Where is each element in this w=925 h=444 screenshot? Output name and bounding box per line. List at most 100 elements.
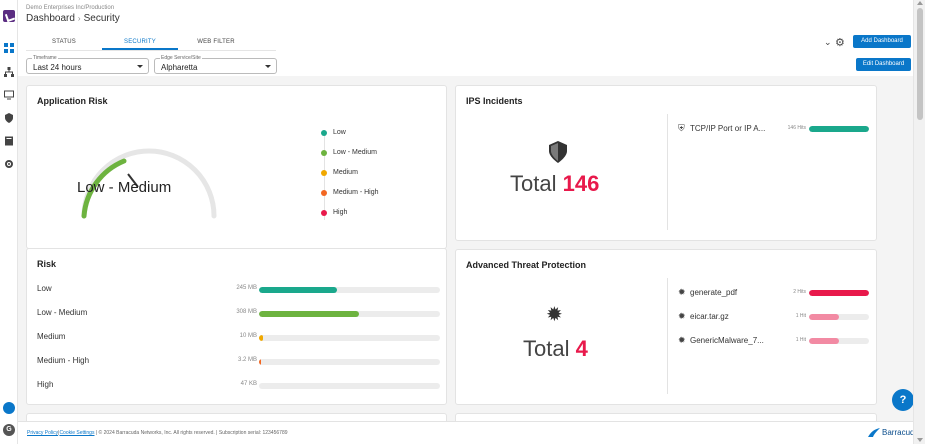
- left-sidebar: G: [0, 0, 18, 444]
- help-button[interactable]: ?: [892, 389, 914, 411]
- virus-small-icon: ✹: [678, 311, 686, 321]
- threat-bar-fill: [809, 126, 869, 132]
- brand-name: Barracuda: [882, 428, 919, 437]
- tab-web-filter[interactable]: WEB FILTER: [197, 39, 235, 45]
- risk-row: Medium 10 MB: [37, 332, 440, 344]
- threat-bar-fill: [809, 290, 869, 296]
- risk-card: Risk Low 245 MB Low - Medium 308 MB Medium 10…: [26, 248, 447, 405]
- risk-row: High 47 KB: [37, 380, 440, 392]
- risk-bar-fill: [259, 287, 337, 293]
- legend-label: Low - Medium: [333, 149, 377, 156]
- legend-item: High: [321, 209, 347, 216]
- risk-name: Low: [37, 284, 52, 293]
- monitor-icon[interactable]: [4, 90, 14, 100]
- page-scrollbar[interactable]: [913, 0, 925, 444]
- user-avatar[interactable]: G: [3, 424, 15, 436]
- risk-row: Medium - High 3.2 MB: [37, 356, 440, 368]
- dashboard-icon[interactable]: [4, 43, 14, 53]
- threat-name: TCP/IP Port or IP A...: [690, 124, 766, 133]
- threat-hits: 1 Hit: [795, 337, 806, 343]
- book-icon[interactable]: [4, 136, 14, 146]
- card-title: Application Risk: [37, 96, 108, 106]
- add-dashboard-button[interactable]: Add Dashboard: [853, 35, 911, 48]
- threat-item[interactable]: ✹ generate_pdf 2 Hits: [678, 287, 873, 299]
- atp-card: Advanced Threat Protection ✹ Total 4 ✹ ge…: [455, 249, 877, 405]
- caret-down-icon: [137, 65, 143, 68]
- ips-total: Total 146: [510, 171, 599, 197]
- risk-size: 3.2 MB: [237, 357, 257, 363]
- legend-dot: [321, 169, 327, 176]
- ips-incidents-card: IPS Incidents Total 146 ⛨ TCP/IP Port or …: [455, 85, 877, 241]
- scroll-thumb[interactable]: [917, 8, 923, 120]
- risk-gauge: [81, 148, 217, 219]
- virus-small-icon: ✹: [678, 287, 686, 297]
- breadcrumb: Dashboard › Security: [26, 13, 120, 24]
- privacy-policy-link[interactable]: Privacy Policy: [27, 430, 59, 436]
- threat-bar-fill: [809, 314, 839, 320]
- risk-row: Low - Medium 308 MB: [37, 308, 440, 320]
- shield-small-icon: ⛨: [678, 123, 685, 133]
- card-title: Risk: [37, 259, 57, 269]
- site-value: Alpharetta: [161, 63, 198, 72]
- threat-hits: 2 Hits: [793, 289, 806, 295]
- scroll-up-icon[interactable]: [917, 1, 923, 5]
- virus-small-icon: ✹: [678, 335, 686, 345]
- risk-size: 10 MB: [239, 333, 257, 339]
- risk-level-label: Low - Medium: [77, 179, 172, 196]
- legend-label: Medium: [333, 169, 358, 176]
- risk-bar-track: [259, 359, 440, 365]
- risk-size: 308 MB: [236, 309, 257, 315]
- edit-dashboard-button[interactable]: Edit Dashboard: [856, 58, 911, 71]
- shield-icon[interactable]: [4, 113, 14, 123]
- scroll-down-icon[interactable]: [917, 438, 923, 442]
- threat-bar-track: [809, 314, 869, 320]
- shield-icon: [549, 141, 567, 163]
- risk-bar-fill: [259, 311, 359, 317]
- risk-bar-track: [259, 311, 440, 317]
- threat-bar-track: [809, 338, 869, 344]
- cookie-settings-link[interactable]: Cookie Settings: [59, 430, 95, 436]
- brand-logo: Barracuda: [868, 428, 919, 437]
- network-icon[interactable]: [4, 67, 14, 77]
- timeframe-select[interactable]: Timeframe Last 24 hours: [26, 55, 149, 74]
- legend-label: High: [333, 209, 348, 216]
- notifications-icon[interactable]: [3, 402, 15, 414]
- timeframe-label: Timeframe: [32, 55, 58, 61]
- chevron-down-icon[interactable]: ⌄: [824, 37, 832, 47]
- total-label: Total: [523, 336, 570, 361]
- threat-item[interactable]: ✹ GenericMalware_7... 1 Hit: [678, 335, 873, 347]
- total-number: 146: [562, 171, 600, 196]
- breadcrumb-separator: ›: [77, 14, 81, 23]
- page-header: Demo Enterprises Inc/Production Dashboar…: [18, 0, 913, 56]
- tab-security[interactable]: SECURITY: [102, 33, 178, 50]
- risk-bar-track: [259, 383, 440, 389]
- legend-item: Medium: [321, 169, 358, 176]
- threat-item[interactable]: ⛨ TCP/IP Port or IP A... 146 Hits: [678, 123, 873, 135]
- legend-dot: [321, 129, 327, 136]
- threat-name: GenericMalware_7...: [690, 336, 764, 345]
- application-risk-card: Application Risk Low - Medium Low Low - …: [26, 85, 447, 249]
- threat-item[interactable]: ✹ eicar.tar.gz 1 Hit: [678, 311, 873, 323]
- atp-total: Total 4: [523, 336, 588, 362]
- risk-name: Low - Medium: [37, 308, 88, 317]
- breadcrumb-dashboard[interactable]: Dashboard: [26, 13, 75, 24]
- dashboard-main: Application Risk Low - Medium Low Low - …: [18, 76, 913, 433]
- breadcrumb-security: Security: [83, 13, 120, 24]
- risk-name: High: [37, 380, 54, 389]
- site-select[interactable]: Edge Service/Site Alpharetta: [154, 55, 277, 74]
- risk-bar-track: [259, 335, 440, 341]
- risk-name: Medium - High: [37, 356, 90, 365]
- card-title: Advanced Threat Protection: [466, 260, 587, 270]
- legend-divider: [324, 133, 325, 220]
- org-path: Demo Enterprises Inc/Production: [26, 5, 115, 11]
- legend-item: Low: [321, 129, 346, 136]
- tab-status[interactable]: STATUS: [52, 39, 76, 45]
- site-label: Edge Service/Site: [160, 55, 202, 61]
- virus-icon: ✹: [546, 304, 563, 326]
- card-title: IPS Incidents: [466, 96, 523, 106]
- threat-bar-track: [809, 126, 869, 132]
- gear-icon[interactable]: ⚙: [835, 37, 845, 49]
- settings-cog-icon[interactable]: [4, 159, 14, 169]
- app-logo-icon[interactable]: [3, 10, 15, 22]
- legend-item: Low - Medium: [321, 149, 377, 156]
